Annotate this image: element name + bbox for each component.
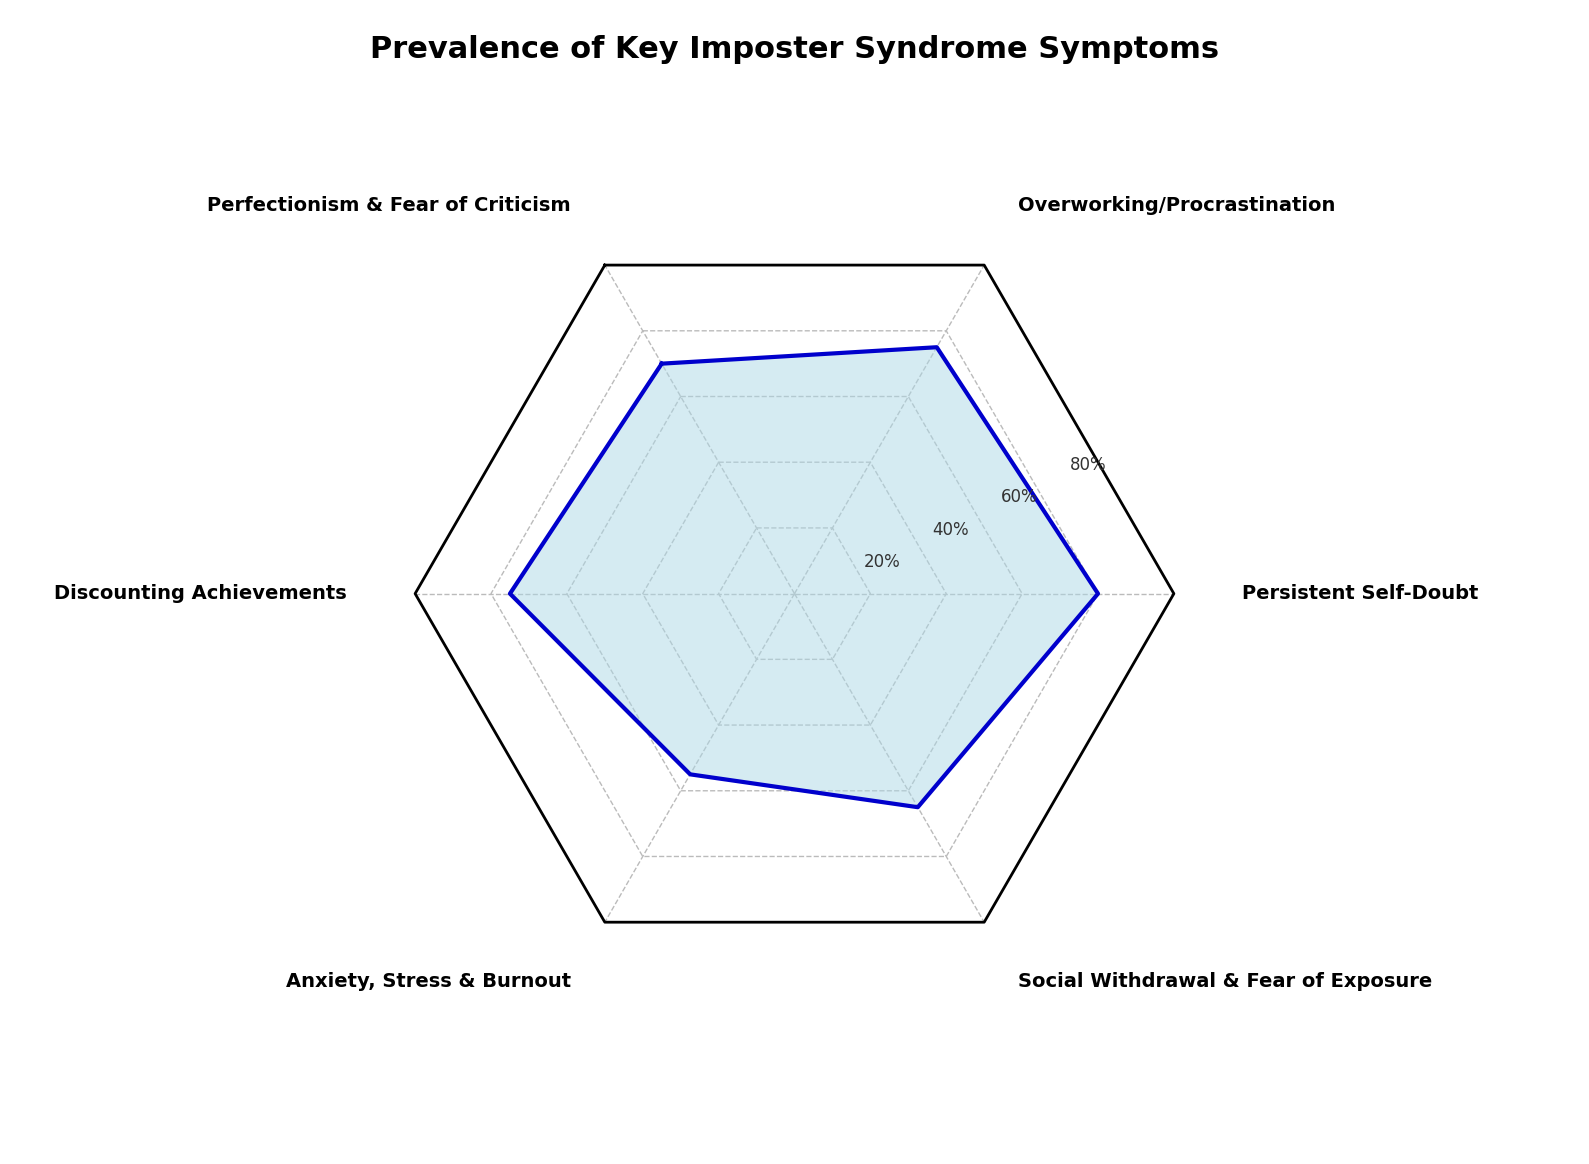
Text: Anxiety, Stress & Burnout: Anxiety, Stress & Burnout — [286, 972, 570, 991]
Text: Prevalence of Key Imposter Syndrome Symptoms: Prevalence of Key Imposter Syndrome Symp… — [370, 35, 1219, 64]
Text: Persistent Self-Doubt: Persistent Self-Doubt — [1243, 584, 1478, 603]
Text: Social Withdrawal & Fear of Exposure: Social Withdrawal & Fear of Exposure — [1019, 972, 1433, 991]
Text: Discounting Achievements: Discounting Achievements — [54, 584, 346, 603]
Text: 40%: 40% — [933, 520, 969, 539]
Text: 20%: 20% — [863, 553, 899, 570]
Text: 60%: 60% — [1001, 489, 1038, 506]
Text: Overworking/Procrastination: Overworking/Procrastination — [1019, 197, 1336, 215]
Text: Perfectionism & Fear of Criticism: Perfectionism & Fear of Criticism — [207, 197, 570, 215]
Text: 80%: 80% — [1069, 456, 1106, 475]
Polygon shape — [510, 347, 1098, 807]
